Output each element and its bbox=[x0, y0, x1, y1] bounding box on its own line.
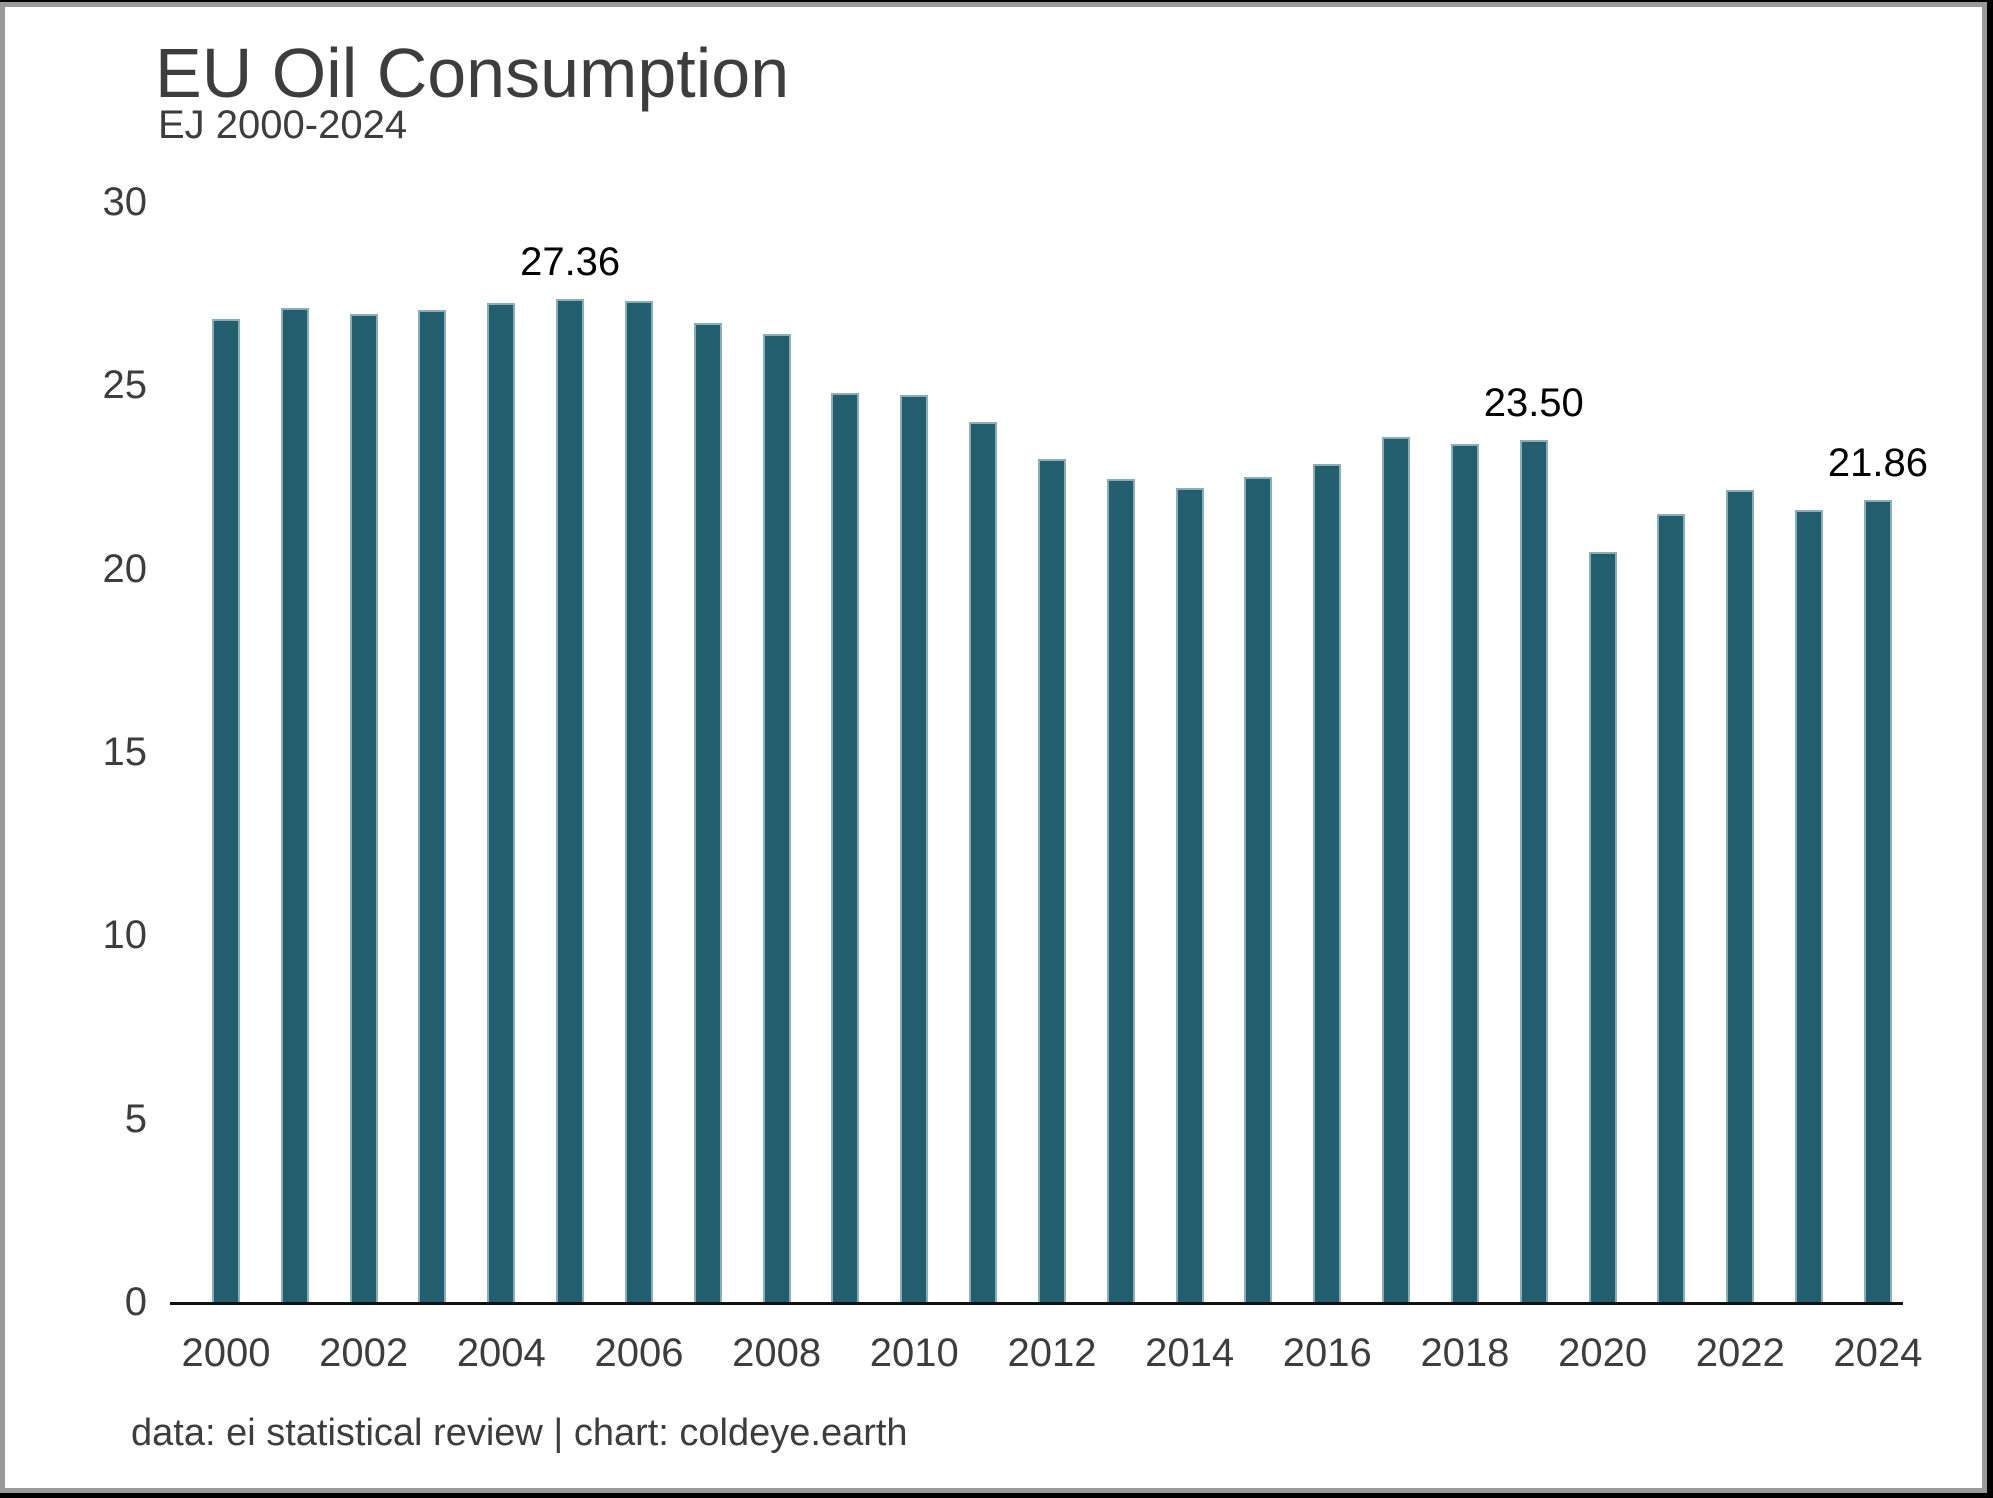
y-tick-label: 15 bbox=[102, 730, 148, 774]
x-tick-label: 2024 bbox=[1833, 1331, 1923, 1375]
bar-2008 bbox=[762, 334, 791, 1302]
bar-2012 bbox=[1037, 458, 1066, 1302]
bar-value-label-2024: 21.86 bbox=[1827, 441, 1928, 486]
bar-2005 bbox=[556, 298, 585, 1302]
bar-2002 bbox=[349, 313, 378, 1302]
y-tick-label: 10 bbox=[102, 913, 148, 958]
chart-title: EU Oil Consumption bbox=[155, 34, 790, 112]
x-tick-label: 2004 bbox=[456, 1331, 546, 1375]
bar-2006 bbox=[624, 301, 653, 1302]
x-tick-label: 2014 bbox=[1145, 1331, 1235, 1375]
bar-2011 bbox=[969, 422, 998, 1302]
bar-2018 bbox=[1450, 444, 1479, 1302]
x-tick-label: 2008 bbox=[732, 1331, 822, 1375]
y-tick-label: 20 bbox=[102, 546, 148, 591]
x-tick-label: 2020 bbox=[1558, 1331, 1648, 1375]
x-tick-label: 2002 bbox=[319, 1331, 409, 1375]
y-tick-label: 5 bbox=[124, 1096, 147, 1141]
bar-2013 bbox=[1106, 478, 1135, 1302]
bar-value-label-2005: 27.36 bbox=[520, 239, 621, 284]
x-tick-label: 2012 bbox=[1007, 1331, 1097, 1375]
bar-2003 bbox=[418, 310, 447, 1302]
plot-area: 0 5 10 15 20 25 30 2000 2002 2004 2006 2008 2010 2012… bbox=[5, 7, 1982, 1488]
bar-2007 bbox=[693, 323, 722, 1302]
bar-2017 bbox=[1382, 436, 1411, 1302]
bar-2023 bbox=[1795, 510, 1824, 1302]
bar-2000 bbox=[212, 319, 240, 1302]
x-tick-label: 2010 bbox=[869, 1331, 959, 1375]
x-tick-label: 2022 bbox=[1695, 1331, 1785, 1375]
bar-2014 bbox=[1175, 488, 1204, 1302]
bar-2019 bbox=[1519, 440, 1548, 1302]
bar-2004 bbox=[487, 302, 516, 1302]
y-tick-label: 0 bbox=[124, 1280, 147, 1324]
x-tick-label: 2016 bbox=[1282, 1331, 1372, 1375]
bar-2015 bbox=[1244, 477, 1273, 1302]
bar-2016 bbox=[1313, 464, 1342, 1302]
bar-2022 bbox=[1726, 489, 1755, 1302]
x-tick-label: 2006 bbox=[594, 1331, 684, 1375]
bar-2001 bbox=[280, 308, 309, 1302]
chart-credit: data: ei statistical review | chart: col… bbox=[131, 1412, 908, 1454]
bar-value-label-2019: 23.50 bbox=[1483, 381, 1584, 426]
x-tick-label: 2000 bbox=[181, 1331, 271, 1375]
bar-2010 bbox=[900, 394, 929, 1302]
x-axis-line bbox=[170, 1302, 1903, 1305]
bar-2020 bbox=[1588, 552, 1617, 1302]
y-tick-label: 25 bbox=[102, 363, 148, 408]
bar-2009 bbox=[831, 392, 860, 1302]
chart-subtitle: EJ 2000-2024 bbox=[158, 103, 408, 147]
bar-2024 bbox=[1863, 500, 1892, 1302]
y-tick-label: 30 bbox=[102, 180, 148, 224]
bar-2021 bbox=[1657, 513, 1686, 1302]
x-tick-label: 2018 bbox=[1420, 1331, 1510, 1375]
